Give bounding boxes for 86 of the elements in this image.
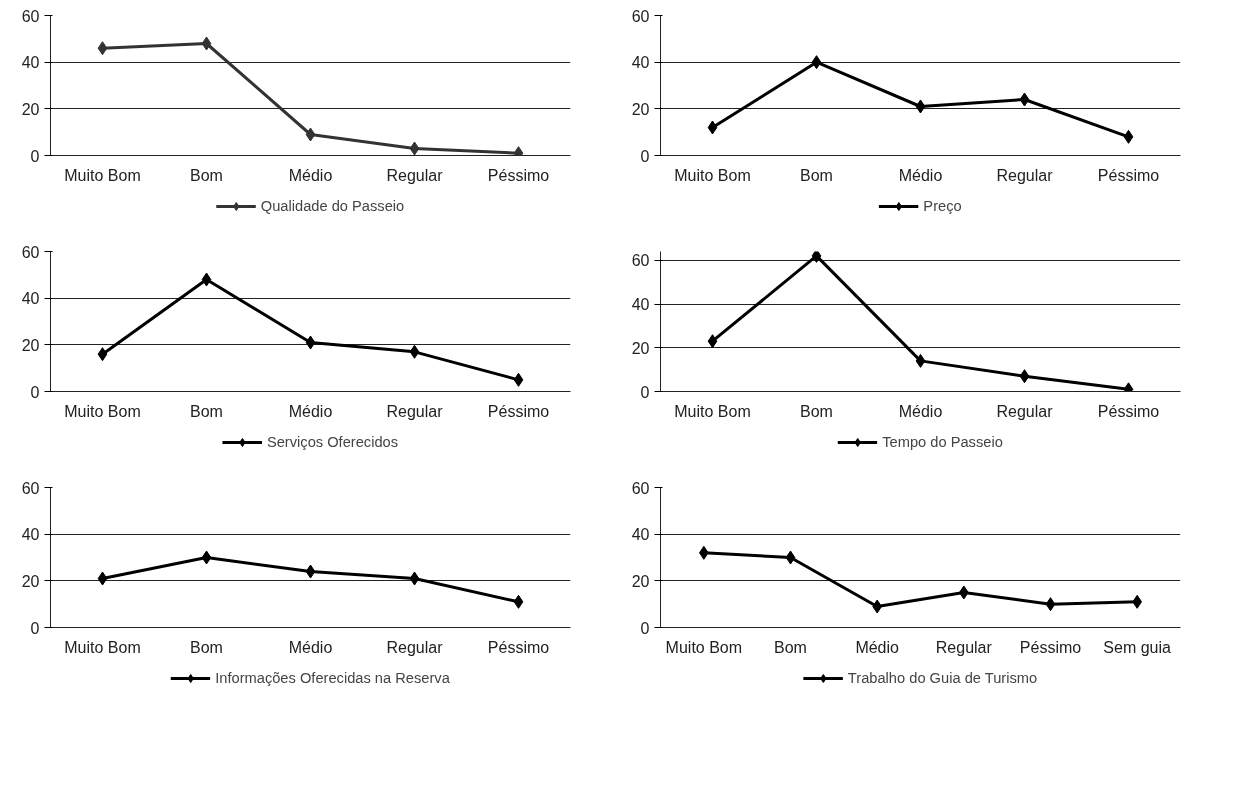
y-tick-label: 40: [21, 526, 40, 544]
y-tick-label: 0: [640, 147, 650, 165]
x-tick-label: Bom: [800, 402, 833, 420]
point: [915, 99, 926, 114]
y-tick-label: 20: [631, 572, 650, 590]
point: [1045, 597, 1056, 612]
x-tick-label: Bom: [190, 638, 223, 656]
y-tick-label: 60: [21, 7, 40, 25]
point: [409, 571, 420, 586]
y-tick-label: 40: [631, 526, 650, 544]
point: [201, 550, 212, 565]
legend-label: Tempo do Passeio: [882, 434, 1003, 450]
point: [707, 334, 718, 349]
y-tick-label: 20: [631, 100, 650, 118]
x-tick-label: Péssimo: [1019, 638, 1082, 656]
y-tick-label: 60: [631, 7, 650, 25]
y-tick-label: 40: [631, 54, 650, 72]
x-tick-label: Regular: [996, 402, 1054, 420]
y-tick-label: 20: [21, 336, 40, 354]
point: [513, 372, 524, 387]
y-tick-label: 0: [30, 619, 40, 637]
y-tick-label: 60: [631, 252, 650, 270]
y-tick-label: 60: [21, 243, 40, 261]
x-tick-label: Muito Bom: [64, 166, 141, 184]
point: [1019, 92, 1030, 107]
x-tick-label: Bom: [800, 166, 833, 184]
x-tick-label: Sem guia: [1103, 638, 1172, 656]
point: [97, 347, 108, 362]
point: [513, 594, 524, 609]
legend-label: Informações Oferecidas na Reserva: [215, 670, 450, 686]
x-tick-label: Péssimo: [487, 402, 550, 420]
y-tick-label: 20: [21, 100, 40, 118]
x-tick-label: Médio: [288, 402, 333, 420]
x-tick-label: Péssimo: [1097, 402, 1160, 420]
point: [811, 251, 822, 263]
point: [305, 127, 316, 142]
x-tick-label: Regular: [996, 166, 1054, 184]
y-tick-label: 0: [640, 619, 650, 637]
point: [201, 36, 212, 51]
point: [915, 353, 926, 368]
point: [811, 55, 822, 70]
x-tick-label: Muito Bom: [64, 402, 141, 420]
y-tick-label: 40: [21, 290, 40, 308]
x-tick-label: Médio: [288, 166, 333, 184]
legend-label: Preço: [923, 198, 962, 214]
y-tick-label: 0: [640, 383, 650, 401]
x-tick-label: Muito Bom: [674, 166, 751, 184]
x-tick-label: Muito Bom: [665, 638, 743, 656]
y-tick-label: 60: [21, 479, 40, 497]
point: [1019, 369, 1030, 384]
x-tick-label: Médio: [898, 166, 943, 184]
point: [305, 564, 316, 579]
point: [707, 120, 718, 135]
point: [97, 41, 108, 56]
legend-label: Trabalho do Guia de Turismo: [847, 670, 1038, 686]
y-tick-label: 20: [21, 572, 40, 590]
y-tick-label: 40: [21, 54, 40, 72]
legend-label: Serviços Oferecidos: [266, 434, 399, 450]
x-tick-label: Muito Bom: [64, 638, 141, 656]
point: [409, 344, 420, 359]
legend-label: Qualidade do Passeio: [260, 198, 405, 214]
y-tick-label: 20: [631, 339, 650, 357]
y-tick-label: 40: [631, 296, 650, 313]
x-tick-label: Regular: [935, 638, 993, 656]
x-tick-label: Médio: [898, 402, 943, 420]
point: [785, 550, 796, 565]
x-tick-label: Péssimo: [1097, 166, 1160, 184]
x-tick-label: Médio: [855, 638, 900, 656]
point: [201, 272, 212, 287]
x-tick-label: Péssimo: [487, 166, 550, 184]
point: [409, 141, 420, 156]
x-tick-label: Bom: [190, 402, 223, 420]
x-tick-label: Bom: [190, 166, 223, 184]
x-tick-label: Regular: [386, 402, 444, 420]
x-tick-label: Bom: [774, 638, 807, 656]
x-tick-label: Muito Bom: [674, 402, 751, 420]
y-tick-label: 0: [30, 147, 40, 165]
point: [97, 571, 108, 586]
y-tick-label: 0: [30, 383, 40, 401]
point: [1123, 129, 1134, 144]
point: [305, 335, 316, 350]
x-tick-label: Péssimo: [487, 638, 550, 656]
x-tick-label: Médio: [288, 638, 333, 656]
x-tick-label: Regular: [386, 638, 444, 656]
y-tick-label: 60: [631, 479, 650, 497]
x-tick-label: Regular: [386, 166, 444, 184]
